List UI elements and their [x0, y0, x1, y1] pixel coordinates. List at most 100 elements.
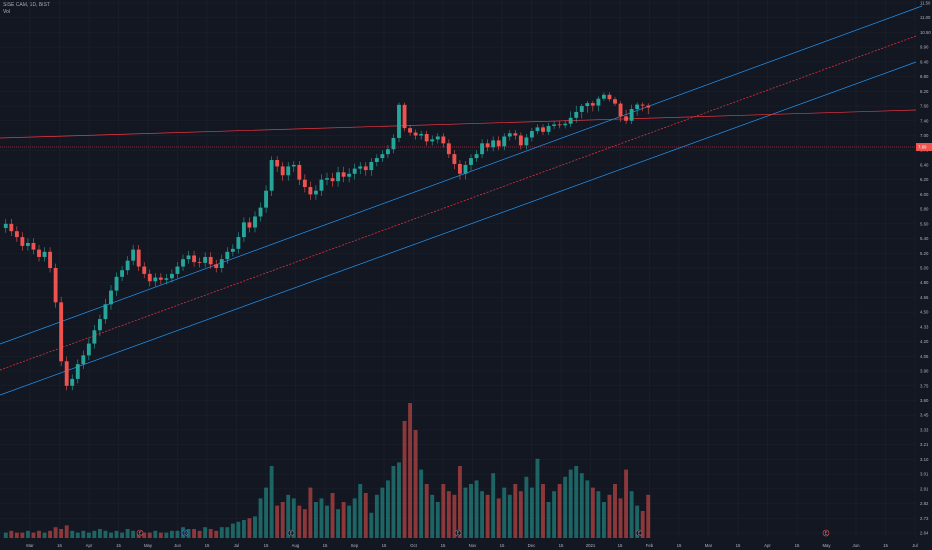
volume-bar: [120, 532, 125, 538]
time-tick-label: 15: [677, 543, 682, 548]
volume-bar: [9, 530, 14, 538]
candle-body: [480, 143, 485, 155]
volume-bar: [42, 532, 47, 538]
candle-body: [391, 137, 396, 150]
volume-bar: [241, 520, 246, 538]
volume-bar: [92, 530, 97, 538]
time-axis: Mar 16 Apr 15 May Jun 15 Jul 15 Aug 15 Sep 15 Oct 15 No…: [26, 543, 917, 548]
volume-bar: [269, 466, 274, 538]
candle-body: [435, 136, 440, 140]
volume-bar: [125, 529, 130, 538]
candle-body: [192, 255, 197, 263]
candle-body: [491, 140, 496, 148]
candle-body: [330, 178, 335, 182]
candle-body: [253, 216, 257, 228]
candle-body: [507, 133, 512, 137]
volume-bar: [457, 466, 462, 538]
candle-body: [14, 231, 19, 238]
volume-bar: [601, 502, 606, 538]
volume-bar: [563, 476, 568, 538]
event-marker-label: D: [183, 531, 186, 536]
candle-body: [446, 143, 451, 155]
price-tick-label: 5.00: [920, 266, 929, 271]
volume-bar: [529, 487, 534, 538]
volume-bar: [59, 529, 64, 538]
volume-bar: [518, 491, 523, 538]
candle-body: [230, 248, 235, 252]
candle-body: [70, 378, 75, 386]
volume-bar: [347, 505, 352, 538]
candle-body: [640, 104, 645, 106]
candle-body: [424, 134, 429, 142]
volume-bar: [613, 484, 617, 538]
time-tick-label: 15: [441, 543, 446, 548]
candle-body: [579, 106, 584, 112]
candle-body: [219, 259, 224, 268]
volume-bar: [385, 480, 390, 538]
volume-bar: [325, 505, 329, 538]
volume-bar: [37, 530, 41, 538]
candle-body: [175, 266, 180, 274]
volume-bar: [369, 512, 374, 538]
volume-bar: [446, 491, 451, 538]
volume-bar: [197, 530, 202, 538]
volume-bar: [147, 532, 152, 538]
volume-bar: [513, 484, 518, 538]
volume-bar: [192, 529, 197, 538]
volume-bar: [3, 532, 8, 538]
price-tick-label: 4.65: [920, 295, 929, 300]
price-tick-label: 6.40: [920, 162, 929, 167]
volume-bar: [474, 480, 479, 538]
volume-bar: [397, 462, 401, 538]
time-tick-label: Apr: [86, 543, 93, 548]
time-tick-label: 15: [883, 543, 888, 548]
candle-body: [136, 249, 141, 267]
price-tick-label: 5.40: [920, 236, 929, 241]
volume-bar: [640, 511, 645, 538]
volume-bar: [635, 505, 640, 538]
candle-body: [286, 166, 291, 176]
candle-body: [302, 179, 307, 188]
event-marker-label: E: [638, 531, 641, 536]
price-candles: [3, 92, 651, 391]
candle-body: [363, 166, 368, 171]
candle-body: [297, 164, 302, 180]
candle-body: [142, 266, 147, 274]
candle-body: [474, 154, 479, 159]
price-tick-label: 2.82: [920, 501, 929, 506]
candle-body: [225, 251, 230, 260]
volume-bar: [480, 491, 485, 538]
volume-bar: [557, 484, 562, 538]
volume-label: Vol: [3, 9, 10, 15]
time-tick-label: 15: [205, 543, 210, 548]
volume-bar: [391, 466, 396, 538]
volume-bar: [579, 473, 584, 538]
candle-body: [131, 249, 136, 261]
volume-bar: [574, 466, 579, 538]
time-tick-label: 16: [57, 543, 62, 548]
price-tick-label: 11.00: [920, 15, 931, 20]
volume-bar: [374, 494, 379, 538]
candle-body: [147, 273, 152, 282]
candle-body: [325, 178, 329, 180]
volume-bar: [109, 532, 113, 538]
grid-lines: [0, 0, 916, 538]
volume-bar: [507, 494, 512, 538]
volume-bar: [380, 487, 385, 538]
price-tick-label: 5.20: [920, 251, 929, 256]
volume-bar: [546, 502, 551, 538]
candle-body: [618, 103, 623, 117]
candle-body: [601, 94, 606, 99]
time-tick-label: Sep: [351, 543, 359, 548]
volume-bar: [291, 498, 296, 538]
candle-body: [186, 255, 191, 260]
time-tick-label: Oct: [410, 543, 417, 548]
price-tick-label: 6.20: [920, 177, 929, 182]
volume-bar: [424, 484, 429, 538]
time-tick-label: Jul: [912, 543, 918, 548]
volume-bar: [31, 532, 36, 538]
volume-bar: [114, 530, 119, 538]
time-tick-label: 15: [382, 543, 387, 548]
event-marker-label: E: [457, 531, 460, 536]
